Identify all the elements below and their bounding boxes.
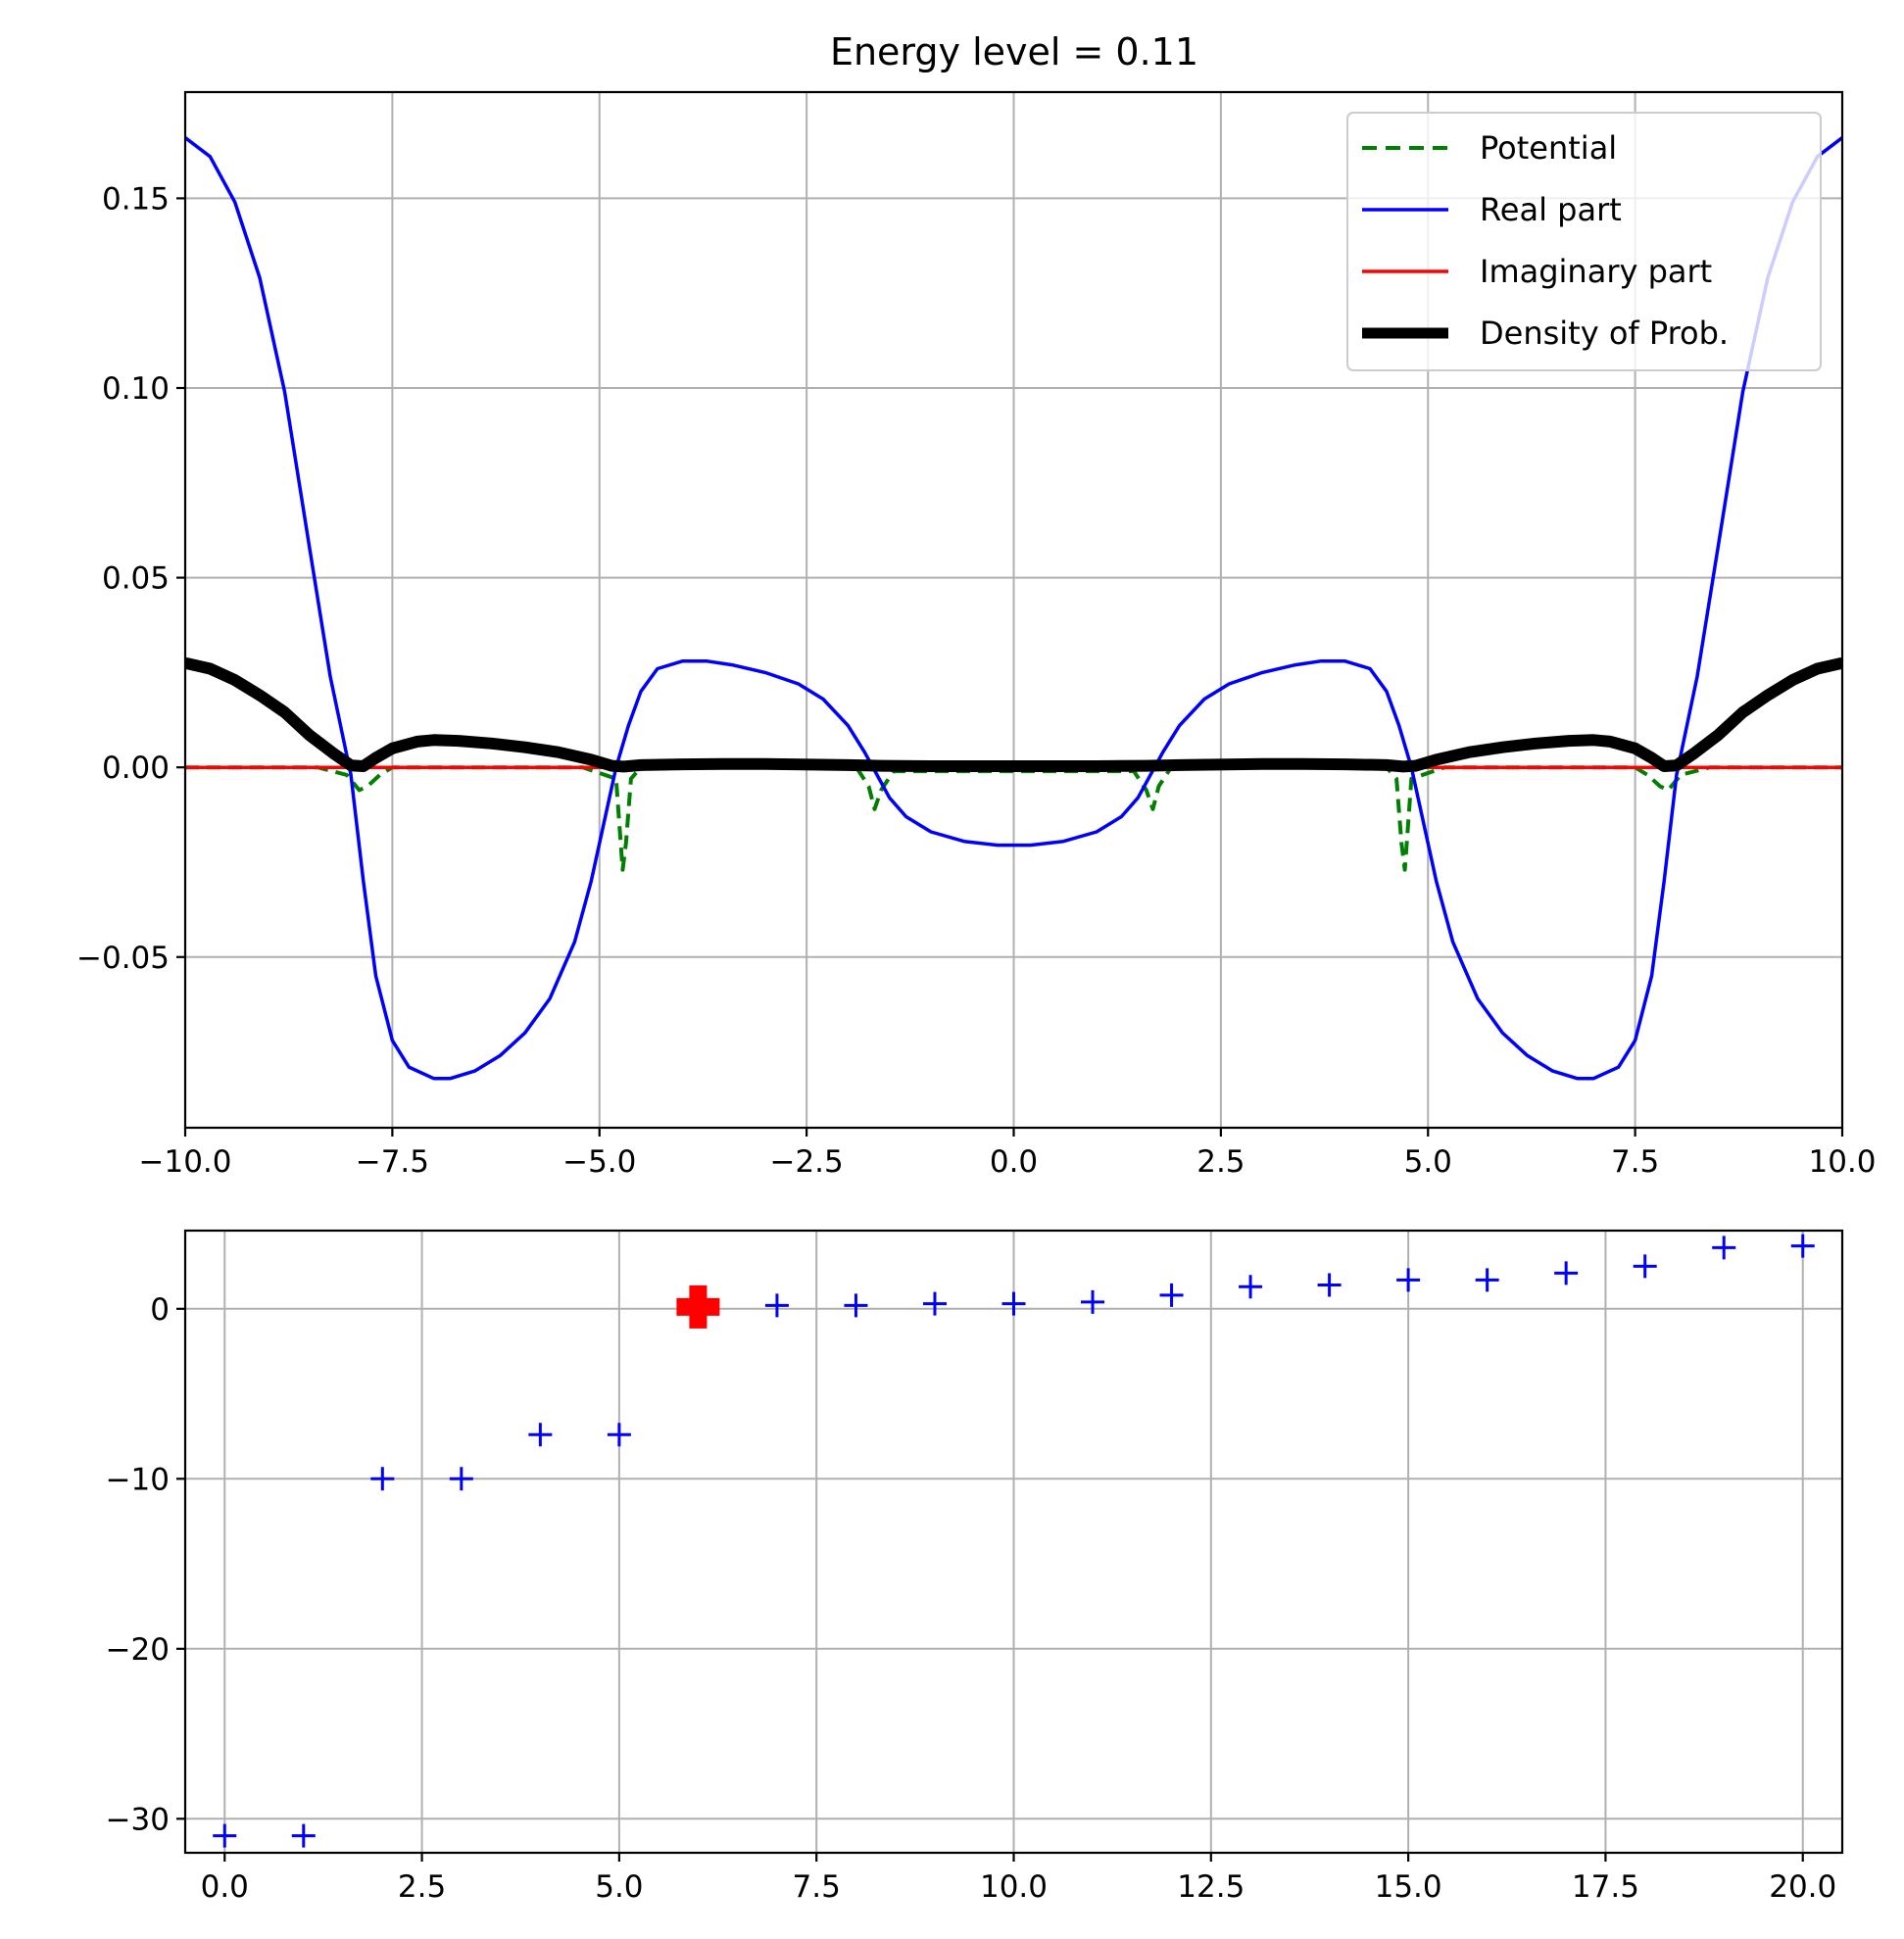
top-y-tick-label: 0.00 bbox=[102, 751, 170, 786]
legend-label: Potential bbox=[1480, 129, 1617, 167]
data-point-marker bbox=[844, 1293, 868, 1318]
top-x-tick-label: 2.5 bbox=[1196, 1144, 1245, 1180]
legend-box bbox=[1346, 112, 1822, 371]
top-ticks: −10.0 −7.5 −5.0 −2.5 0.0 2.5 5.0 7.5 10.0 −0.05 0.… bbox=[76, 181, 1877, 1180]
top-plot-frame bbox=[183, 90, 1844, 1130]
data-point-marker bbox=[1001, 1291, 1026, 1316]
data-point-marker bbox=[1159, 1283, 1184, 1307]
bottom-y-tick-label: −20 bbox=[106, 1632, 170, 1668]
data-point-marker bbox=[1633, 1254, 1657, 1279]
bottom-x-tick-label: 15.0 bbox=[1375, 1869, 1442, 1905]
data-point-marker bbox=[1790, 1234, 1815, 1258]
bottom-markers bbox=[213, 1234, 1815, 1848]
data-point-marker bbox=[291, 1823, 316, 1848]
bottom-y-tick-label: 0 bbox=[150, 1292, 170, 1328]
bottom-x-tick-label: 7.5 bbox=[793, 1869, 841, 1905]
data-point-marker bbox=[1081, 1289, 1105, 1314]
top-series bbox=[185, 136, 1842, 1081]
top-x-tick-label: −7.5 bbox=[356, 1144, 429, 1180]
bottom-x-tick-label: 12.5 bbox=[1177, 1869, 1245, 1905]
bottom-grid bbox=[185, 1231, 1842, 1853]
data-point-marker bbox=[528, 1423, 553, 1447]
data-point-marker bbox=[922, 1291, 947, 1316]
top-plot: −10.0 −7.5 −5.0 −2.5 0.0 2.5 5.0 7.5 10.0 −0.05 0.… bbox=[76, 90, 1877, 1180]
bottom-x-tick-label: 17.5 bbox=[1572, 1869, 1639, 1905]
top-x-tick-label: −5.0 bbox=[562, 1144, 636, 1180]
data-point-marker bbox=[1712, 1236, 1736, 1260]
data-point-marker bbox=[1239, 1275, 1263, 1299]
legend-label: Imaginary part bbox=[1480, 253, 1712, 290]
series-line-real-part bbox=[185, 136, 1842, 1081]
bottom-x-tick-label: 0.0 bbox=[201, 1869, 249, 1905]
bottom-y-tick-label: −10 bbox=[106, 1462, 170, 1497]
bottom-x-tick-label: 10.0 bbox=[980, 1869, 1048, 1905]
bottom-x-tick-label: 5.0 bbox=[595, 1869, 643, 1905]
data-point-marker bbox=[1475, 1268, 1499, 1292]
top-x-tick-label: 5.0 bbox=[1404, 1144, 1452, 1180]
data-point-marker bbox=[213, 1823, 237, 1848]
top-x-tick-label: −2.5 bbox=[769, 1144, 843, 1180]
data-point-marker bbox=[1317, 1273, 1342, 1297]
top-x-tick-label: −10.0 bbox=[139, 1144, 232, 1180]
bottom-x-tick-label: 2.5 bbox=[398, 1869, 446, 1905]
top-y-tick-label: 0.05 bbox=[102, 561, 170, 597]
data-point-marker bbox=[370, 1467, 395, 1491]
data-point-marker bbox=[1554, 1261, 1579, 1285]
bottom-x-tick-label: 20.0 bbox=[1769, 1869, 1836, 1905]
top-y-tick-label: 0.15 bbox=[102, 181, 170, 217]
data-point-marker bbox=[449, 1467, 473, 1491]
bottom-plot: 0.0 2.5 5.0 7.5 10.0 12.5 15.0 17.5 20.0 −30 −20 −1… bbox=[106, 1229, 1844, 1905]
legend: Potential Real part Imaginary part Density … bbox=[1346, 112, 1822, 371]
data-point-marker bbox=[1396, 1268, 1421, 1292]
top-x-tick-label: 0.0 bbox=[990, 1144, 1038, 1180]
bottom-plot-frame bbox=[183, 1229, 1844, 1855]
legend-label: Density of Prob. bbox=[1480, 315, 1729, 352]
series-line-density-of-prob bbox=[185, 656, 1842, 773]
legend-label: Real part bbox=[1480, 191, 1622, 228]
top-x-tick-label: 10.0 bbox=[1808, 1144, 1876, 1180]
selected-point-marker bbox=[676, 1285, 720, 1329]
top-chart-title: Energy level = 0.11 bbox=[830, 30, 1198, 73]
data-point-marker bbox=[607, 1423, 631, 1447]
bottom-y-tick-label: −30 bbox=[106, 1802, 170, 1837]
top-y-tick-label: 0.10 bbox=[102, 371, 170, 407]
top-x-tick-label: 7.5 bbox=[1611, 1144, 1659, 1180]
data-point-marker bbox=[764, 1293, 789, 1318]
top-y-tick-label: −0.05 bbox=[76, 941, 170, 976]
bottom-ticks: 0.0 2.5 5.0 7.5 10.0 12.5 15.0 17.5 20.0 −30 −20 −1… bbox=[106, 1292, 1837, 1905]
